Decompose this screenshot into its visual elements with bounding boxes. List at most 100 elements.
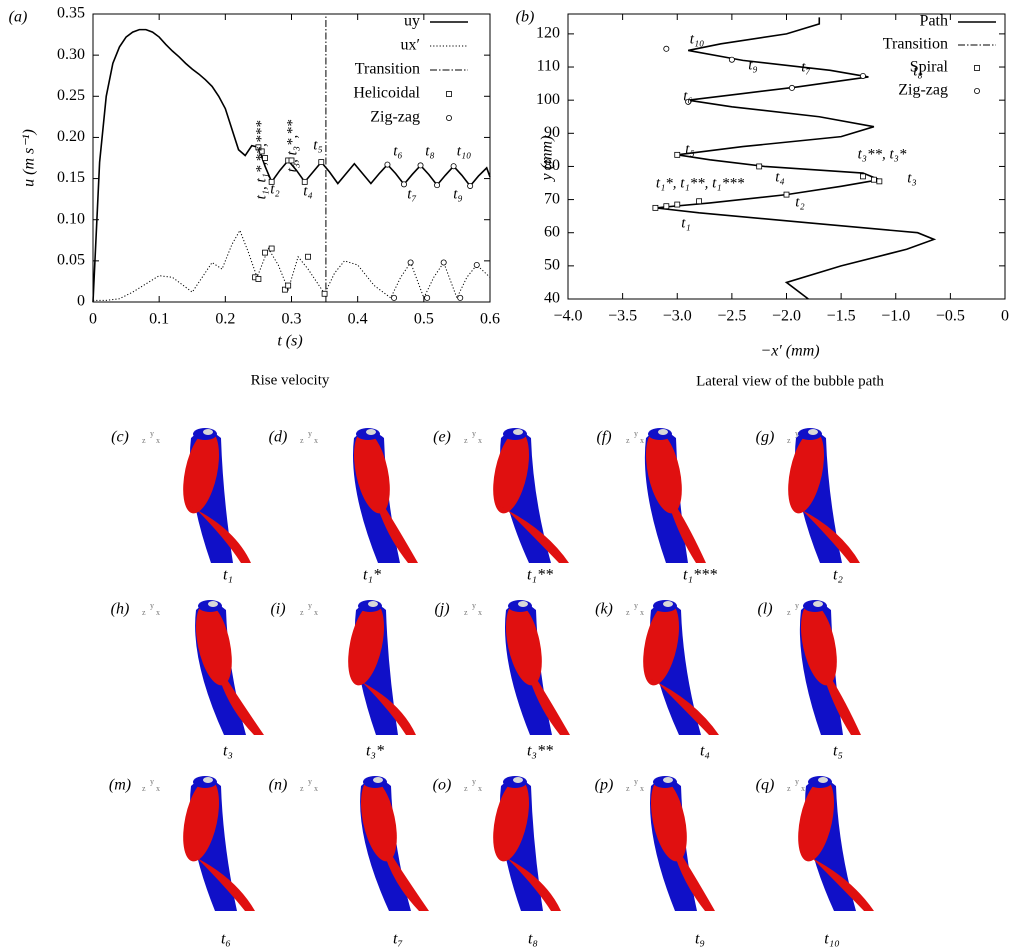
data-point (400, 181, 407, 188)
data-point (457, 294, 464, 301)
triad-label: y (308, 429, 312, 438)
bubble-red (645, 430, 682, 514)
data-point (281, 286, 288, 293)
snapshot-time: t₇ (393, 931, 403, 948)
x-axis-label: −x′ (mm) (760, 343, 819, 360)
snapshot-label: (l) (757, 601, 772, 618)
data-point (450, 163, 457, 170)
y-tick-label: 80 (544, 157, 560, 174)
bubble-cap-highlight (808, 429, 818, 435)
annotation: t₉ (453, 186, 462, 202)
data-point (262, 249, 268, 256)
bubble-cap-highlight (663, 601, 673, 607)
legend-marker (974, 88, 981, 95)
bubble (798, 776, 874, 911)
bubble-red (183, 430, 220, 514)
triad-label: z (787, 784, 791, 793)
triad-label: z (300, 436, 304, 445)
x-tick-label: −4.0 (553, 308, 582, 325)
data-point (467, 182, 474, 189)
snapshot-label: (m) (109, 777, 131, 794)
snapshot-label: (k) (595, 601, 613, 618)
triad-label: x (314, 784, 318, 793)
data-point (434, 182, 441, 189)
bubble-red (800, 602, 837, 686)
bubble-tail (354, 678, 416, 735)
bubble-tail (499, 854, 561, 911)
snapshot-time: t₃* (366, 743, 384, 760)
triad-label: y (308, 601, 312, 610)
bubble-cap-highlight (813, 601, 823, 607)
bubble (353, 428, 418, 563)
legend-label: Zig-zag (370, 109, 420, 126)
legend-label: ux′ (401, 37, 421, 54)
legend-label: Zig-zag (898, 82, 948, 99)
bubble-red (650, 778, 687, 862)
annotation: t₉ (748, 57, 757, 73)
data-point (674, 151, 681, 158)
snapshot-time: t₄ (700, 743, 710, 760)
y-tick-label: 120 (536, 25, 560, 42)
snapshot-time: t₁₀ (824, 931, 840, 948)
triad-label: y (472, 601, 476, 610)
bubble (183, 776, 255, 911)
x-tick-label: −1.0 (881, 308, 910, 325)
x-tick-label: 0.6 (480, 311, 500, 328)
triad-label: x (478, 608, 482, 617)
data-point (440, 259, 447, 266)
bubble (650, 776, 715, 911)
bubble-red (493, 430, 530, 514)
data-point (728, 56, 735, 63)
bubble-tail (378, 506, 418, 563)
triad-label: z (464, 436, 468, 445)
snapshot-time: t₈ (528, 931, 538, 948)
snapshot-time: t₁*** (683, 567, 717, 584)
data-point (285, 282, 292, 289)
snapshot-time: t₁* (363, 567, 381, 584)
bubble-cap-highlight (373, 777, 383, 783)
data-point (876, 178, 883, 185)
triad-label: y (472, 429, 476, 438)
triad-label: x (801, 784, 805, 793)
x-tick-label: 0.1 (149, 311, 169, 328)
bubble-red (788, 430, 825, 514)
triad-label: x (478, 784, 482, 793)
bubble (348, 600, 416, 735)
bubble-red (195, 602, 232, 686)
bubble-tail (499, 506, 569, 563)
data-point (663, 45, 670, 52)
data-point (424, 294, 431, 301)
triad-label: x (156, 784, 160, 793)
bubble-tail (189, 506, 251, 563)
triad-label: y (795, 601, 799, 610)
annotation: t₂ (270, 181, 279, 197)
triad-label: y (795, 777, 799, 786)
plot-frame (567, 13, 1006, 300)
bubble (644, 428, 706, 563)
data-point (268, 178, 275, 185)
data-point (384, 161, 391, 168)
bubble (788, 428, 860, 563)
annotation: t₁ (681, 215, 690, 231)
triad-label: z (626, 608, 630, 617)
bubble-tail (804, 854, 874, 911)
annotation: t₈ (425, 143, 434, 159)
y-axis-label: y (mm) (539, 136, 556, 183)
data-point (288, 157, 295, 164)
bubble-tail (385, 854, 429, 911)
snapshot-time: t₃ (223, 743, 233, 760)
y-tick-label: 0.35 (57, 5, 85, 22)
snapshot-label: (n) (269, 777, 288, 794)
x-tick-label: −2.5 (717, 308, 746, 325)
bubble-tail (649, 678, 719, 735)
bubble-tail (794, 506, 860, 563)
x-tick-label: 0.4 (348, 311, 368, 328)
triad-label: y (308, 777, 312, 786)
series-line (93, 229, 491, 301)
x-tick-label: −3.5 (608, 308, 637, 325)
annotation: t₃, t₃*,** (284, 119, 300, 172)
data-point (321, 290, 328, 297)
bubble-red (360, 778, 397, 862)
bubble-tail (189, 854, 255, 911)
bubble-tail (670, 506, 706, 563)
